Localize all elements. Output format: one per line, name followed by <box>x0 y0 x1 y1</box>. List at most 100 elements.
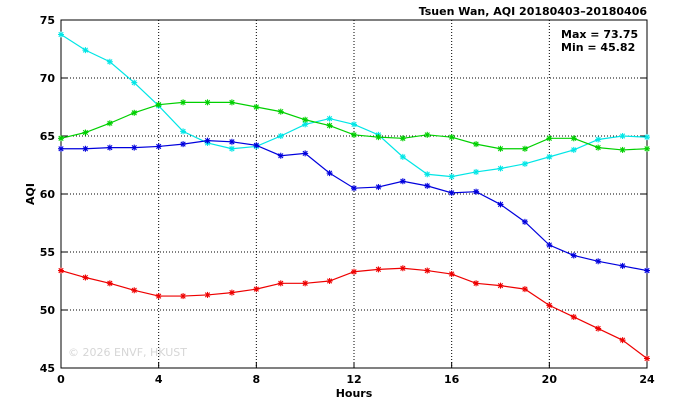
data-point-marker <box>326 122 333 129</box>
data-point-marker <box>644 355 650 362</box>
data-point-marker <box>302 280 309 287</box>
data-point-marker <box>277 280 284 287</box>
data-point-marker <box>595 258 602 265</box>
x-tick-label: 12 <box>346 373 361 386</box>
data-point-marker <box>106 120 113 127</box>
data-point-marker <box>82 129 89 136</box>
data-point-marker <box>570 146 577 153</box>
data-point-marker <box>326 278 333 284</box>
data-point-marker <box>106 280 113 287</box>
watermark: © 2026 ENVF, HKUST <box>68 346 187 359</box>
data-point-marker <box>448 189 455 196</box>
data-point-marker <box>570 313 577 320</box>
data-point-marker <box>546 135 553 142</box>
x-axis-label: Hours <box>336 387 373 400</box>
data-point-marker <box>58 135 64 142</box>
y-tick-label: 45 <box>40 362 55 375</box>
data-point-marker <box>204 291 211 298</box>
data-point-marker <box>131 109 138 116</box>
data-point-marker <box>253 286 260 293</box>
data-point-marker <box>473 188 480 195</box>
y-tick-label: 70 <box>40 72 56 85</box>
data-point-marker <box>106 58 113 65</box>
data-point-marker <box>58 267 64 274</box>
data-point-marker <box>424 131 431 138</box>
data-point-marker <box>619 337 626 344</box>
data-point-marker <box>204 137 211 144</box>
x-tick-label: 8 <box>253 373 261 386</box>
data-point-marker <box>644 267 650 274</box>
data-point-marker <box>424 267 431 274</box>
data-point-marker <box>399 135 406 142</box>
data-point-marker <box>228 145 235 152</box>
data-point-marker <box>424 171 431 178</box>
y-axis-label: AQI <box>24 183 37 205</box>
data-point-marker <box>546 302 553 309</box>
y-tick-label: 50 <box>40 304 56 317</box>
data-point-marker <box>58 31 64 38</box>
data-point-marker <box>399 265 406 272</box>
data-point-marker <box>448 173 455 180</box>
min-label: Min = 45.82 <box>561 41 635 54</box>
chart-title: Tsuen Wan, AQI 20180403–20180406 <box>419 5 648 18</box>
data-point-marker <box>82 145 89 152</box>
x-tick-label: 20 <box>542 373 558 386</box>
data-point-marker <box>228 99 235 106</box>
data-point-marker <box>351 131 357 138</box>
data-point-marker <box>253 104 260 110</box>
grid <box>61 20 647 368</box>
data-point-marker <box>619 133 626 139</box>
data-point-marker <box>351 185 357 192</box>
data-point-marker <box>277 133 284 139</box>
data-point-marker <box>253 142 260 149</box>
x-tick-label: 4 <box>155 373 163 386</box>
data-point-marker <box>131 144 138 151</box>
data-point-marker <box>521 218 528 225</box>
data-point-marker <box>497 282 504 289</box>
data-point-marker <box>595 325 602 332</box>
data-point-marker <box>326 115 333 122</box>
data-point-marker <box>399 153 406 160</box>
data-point-marker <box>228 138 235 145</box>
data-point-marker <box>473 280 480 287</box>
max-label: Max = 73.75 <box>561 28 638 41</box>
data-point-marker <box>497 165 504 172</box>
data-point-marker <box>375 266 382 273</box>
data-point-marker <box>619 262 626 269</box>
data-point-marker <box>473 141 480 148</box>
data-point-marker <box>595 136 602 143</box>
axis-ticks: 0 4 8 12 16 20 24 45 50 55 60 65 70 75 <box>40 14 655 386</box>
data-point-marker <box>399 178 406 185</box>
data-point-marker <box>277 152 284 159</box>
y-tick-label: 75 <box>40 14 55 27</box>
data-point-marker <box>497 201 504 208</box>
series-4 <box>58 265 650 362</box>
data-point-marker <box>131 79 138 86</box>
data-point-marker <box>351 268 357 275</box>
x-tick-label: 16 <box>444 373 460 386</box>
series-group <box>58 31 650 362</box>
data-point-marker <box>351 121 357 128</box>
data-point-marker <box>204 99 211 106</box>
x-tick-label: 0 <box>57 373 65 386</box>
data-point-marker <box>228 289 235 296</box>
data-point-marker <box>277 108 284 115</box>
data-point-marker <box>155 143 162 150</box>
data-point-marker <box>521 286 528 293</box>
y-tick-label: 60 <box>40 188 56 201</box>
data-point-marker <box>82 47 89 54</box>
y-tick-label: 65 <box>40 130 55 143</box>
data-point-marker <box>180 141 187 148</box>
data-point-marker <box>82 274 89 281</box>
series-2 <box>58 99 650 153</box>
data-point-marker <box>448 271 455 278</box>
data-point-marker <box>58 145 64 152</box>
data-point-marker <box>375 134 382 141</box>
data-point-marker <box>546 153 553 160</box>
data-point-marker <box>155 293 162 300</box>
series-3 <box>58 137 650 274</box>
data-point-marker <box>155 101 162 108</box>
data-point-marker <box>473 168 480 175</box>
data-point-marker <box>106 144 113 151</box>
